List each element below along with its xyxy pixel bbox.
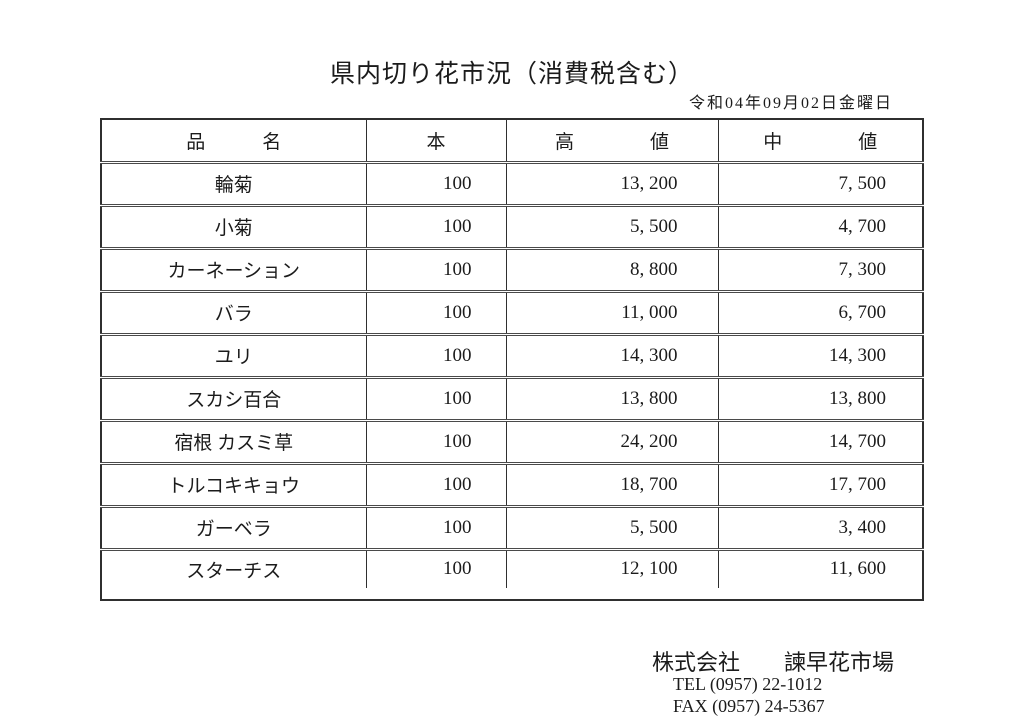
- mid-price-cell: 7, 500: [717, 160, 923, 205]
- table-row: ユリ 100 14, 300 14, 300: [101, 332, 923, 377]
- mid-price-cell: 11, 600: [717, 547, 923, 588]
- date-label: 令和04年09月02日金曜日: [688, 95, 893, 112]
- high-price-cell: 13, 800: [505, 375, 718, 420]
- count-cell: 100: [365, 160, 506, 205]
- market-price-table: 品 名 本 高 値 中 値 輪菊 100 13, 200 7, 500 小菊 1…: [100, 118, 924, 601]
- mid-price-cell: 13, 800: [717, 375, 923, 420]
- table-row: 宿根 カスミ草 100 24, 200 14, 700: [101, 418, 923, 463]
- item-name-cell: カーネーション: [101, 246, 366, 291]
- col-header-mid-price: 中 値: [717, 119, 923, 162]
- table-row: 小菊 100 5, 500 4, 700: [101, 203, 923, 248]
- high-price-cell: 24, 200: [505, 418, 718, 463]
- count-cell: 100: [365, 418, 506, 463]
- high-price-cell: 13, 200: [505, 160, 718, 205]
- item-name-cell: スターチス: [101, 547, 366, 588]
- item-name-cell: トルコキキョウ: [101, 461, 366, 506]
- table-row: スカシ百合 100 13, 800 13, 800: [101, 375, 923, 420]
- mid-price-cell: 7, 300: [717, 246, 923, 291]
- item-name-cell: スカシ百合: [101, 375, 366, 420]
- count-cell: 100: [365, 203, 506, 248]
- item-name-cell: 輪菊: [101, 160, 366, 205]
- high-price-cell: 8, 800: [505, 246, 718, 291]
- high-price-cell: 14, 300: [505, 332, 718, 377]
- item-name-cell: バラ: [101, 289, 366, 334]
- high-price-cell: 11, 000: [505, 289, 718, 334]
- item-name-cell: 宿根 カスミ草: [101, 418, 366, 463]
- table-row: カーネーション 100 8, 800 7, 300: [101, 246, 923, 291]
- count-cell: 100: [365, 289, 506, 334]
- footer-company-name: 株式会社 諫早花市場: [652, 650, 895, 675]
- page-title: 県内切り花市況（消費税含む）: [329, 61, 694, 88]
- item-name-cell: 小菊: [101, 203, 366, 248]
- mid-price-cell: 17, 700: [717, 461, 923, 506]
- count-cell: 100: [365, 332, 506, 377]
- table-row: バラ 100 11, 000 6, 700: [101, 289, 923, 334]
- footer-fax-number: FAX (0957) 24-5367: [673, 696, 825, 716]
- mid-price-cell: 4, 700: [717, 203, 923, 248]
- high-price-cell: 12, 100: [505, 547, 718, 588]
- item-name-cell: ガーベラ: [101, 504, 366, 549]
- count-cell: 100: [365, 461, 506, 506]
- table-row: トルコキキョウ 100 18, 700 17, 700: [101, 461, 923, 506]
- mid-price-cell: 14, 700: [717, 418, 923, 463]
- table-row: 輪菊 100 13, 200 7, 500: [101, 160, 923, 205]
- market-table-container: 品 名 本 高 値 中 値 輪菊 100 13, 200 7, 500 小菊 1…: [100, 118, 924, 601]
- mid-price-cell: 14, 300: [717, 332, 923, 377]
- col-header-stems: 本: [365, 119, 506, 162]
- high-price-cell: 5, 500: [505, 203, 718, 248]
- high-price-cell: 18, 700: [505, 461, 718, 506]
- high-price-cell: 5, 500: [505, 504, 718, 549]
- footer-tel-number: TEL (0957) 22-1012: [673, 674, 823, 694]
- count-cell: 100: [365, 375, 506, 420]
- count-cell: 100: [365, 547, 506, 588]
- table-row: スターチス 100 12, 100 11, 600: [101, 547, 923, 588]
- col-header-high-price: 高 値: [505, 119, 718, 162]
- item-name-cell: ユリ: [101, 332, 366, 377]
- table-header-row: 品 名 本 高 値 中 値: [101, 119, 923, 162]
- count-cell: 100: [365, 504, 506, 549]
- mid-price-cell: 6, 700: [717, 289, 923, 334]
- col-header-item-name: 品 名: [186, 131, 282, 153]
- table-bottom-spacer: [101, 588, 923, 600]
- mid-price-cell: 3, 400: [717, 504, 923, 549]
- count-cell: 100: [365, 246, 506, 291]
- table-row: ガーベラ 100 5, 500 3, 400: [101, 504, 923, 549]
